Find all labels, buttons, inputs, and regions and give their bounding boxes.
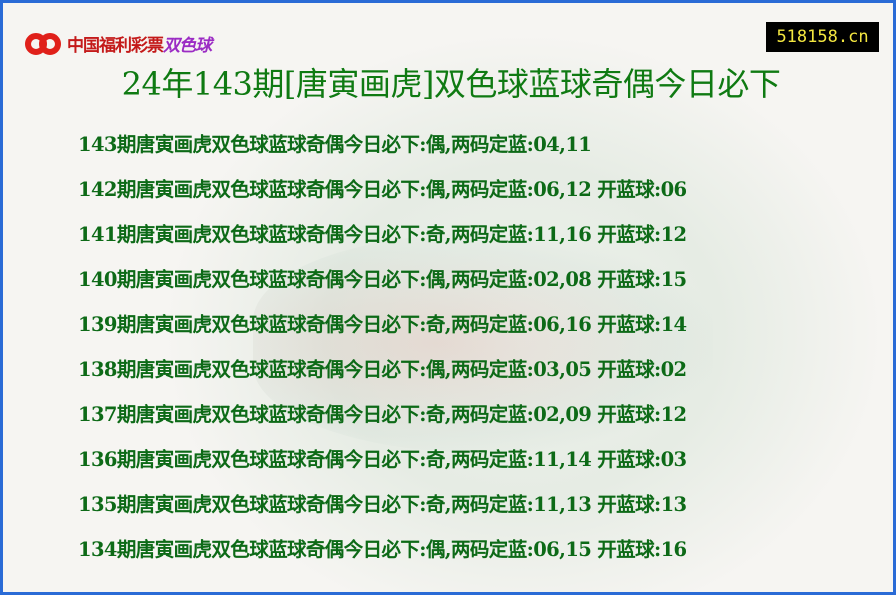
row-result: 开蓝球:14 <box>597 313 687 336</box>
row-prediction: 138期唐寅画虎双色球蓝球奇偶今日必下:偶,两码定蓝:03,05 <box>78 358 592 381</box>
row-prediction: 141期唐寅画虎双色球蓝球奇偶今日必下:奇,两码定蓝:11,16 <box>78 223 592 246</box>
list-item: 141期唐寅画虎双色球蓝球奇偶今日必下:奇,两码定蓝:11,16 开蓝球:12 <box>78 221 687 266</box>
logo-text: 中国福利彩票 <box>67 35 164 56</box>
row-result: 开蓝球:03 <box>597 448 687 471</box>
row-prediction: 143期唐寅画虎双色球蓝球奇偶今日必下:偶,两码定蓝:04,11 <box>78 133 592 156</box>
row-result: 开蓝球:15 <box>597 268 687 291</box>
row-prediction: 134期唐寅画虎双色球蓝球奇偶今日必下:偶,两码定蓝:06,15 <box>78 538 592 561</box>
page-title: 24年143期[唐寅画虎]双色球蓝球奇偶今日必下 <box>121 65 781 103</box>
list-item: 136期唐寅画虎双色球蓝球奇偶今日必下:奇,两码定蓝:11,14 开蓝球:03 <box>78 446 687 491</box>
list-item: 134期唐寅画虎双色球蓝球奇偶今日必下:偶,两码定蓝:06,15 开蓝球:16 <box>78 536 687 581</box>
row-prediction: 139期唐寅画虎双色球蓝球奇偶今日必下:奇,两码定蓝:06,16 <box>78 313 592 336</box>
row-result: 开蓝球:02 <box>597 358 687 381</box>
row-prediction: 142期唐寅画虎双色球蓝球奇偶今日必下:偶,两码定蓝:06,12 <box>78 178 592 201</box>
row-prediction: 140期唐寅画虎双色球蓝球奇偶今日必下:偶,两码定蓝:02,08 <box>78 268 592 291</box>
logo-accent-text: 双色球 <box>163 35 212 56</box>
row-result: 开蓝球:12 <box>597 403 687 426</box>
lottery-logo-icon <box>23 25 63 61</box>
list-item: 143期唐寅画虎双色球蓝球奇偶今日必下:偶,两码定蓝:04,11 <box>78 131 687 176</box>
row-result: 开蓝球:06 <box>597 178 687 201</box>
row-prediction: 135期唐寅画虎双色球蓝球奇偶今日必下:奇,两码定蓝:11,13 <box>78 493 592 516</box>
list-item: 138期唐寅画虎双色球蓝球奇偶今日必下:偶,两码定蓝:03,05 开蓝球:02 <box>78 356 687 401</box>
welfare-lottery-logo: 中国福利彩票双色球 <box>23 25 212 61</box>
list-item: 139期唐寅画虎双色球蓝球奇偶今日必下:奇,两码定蓝:06,16 开蓝球:14 <box>78 311 687 356</box>
prediction-list: 143期唐寅画虎双色球蓝球奇偶今日必下:偶,两码定蓝:04,11 142期唐寅画… <box>78 131 687 581</box>
row-prediction: 136期唐寅画虎双色球蓝球奇偶今日必下:奇,两码定蓝:11,14 <box>78 448 592 471</box>
row-result: 开蓝球:12 <box>597 223 687 246</box>
list-item: 140期唐寅画虎双色球蓝球奇偶今日必下:偶,两码定蓝:02,08 开蓝球:15 <box>78 266 687 311</box>
row-result: 开蓝球:13 <box>597 493 687 516</box>
background-painting <box>253 233 713 453</box>
row-prediction: 137期唐寅画虎双色球蓝球奇偶今日必下:奇,两码定蓝:02,09 <box>78 403 592 426</box>
site-badge: 518158.cn <box>766 22 879 52</box>
row-result: 开蓝球:16 <box>597 538 687 561</box>
list-item: 142期唐寅画虎双色球蓝球奇偶今日必下:偶,两码定蓝:06,12 开蓝球:06 <box>78 176 687 221</box>
list-item: 137期唐寅画虎双色球蓝球奇偶今日必下:奇,两码定蓝:02,09 开蓝球:12 <box>78 401 687 446</box>
list-item: 135期唐寅画虎双色球蓝球奇偶今日必下:奇,两码定蓝:11,13 开蓝球:13 <box>78 491 687 536</box>
